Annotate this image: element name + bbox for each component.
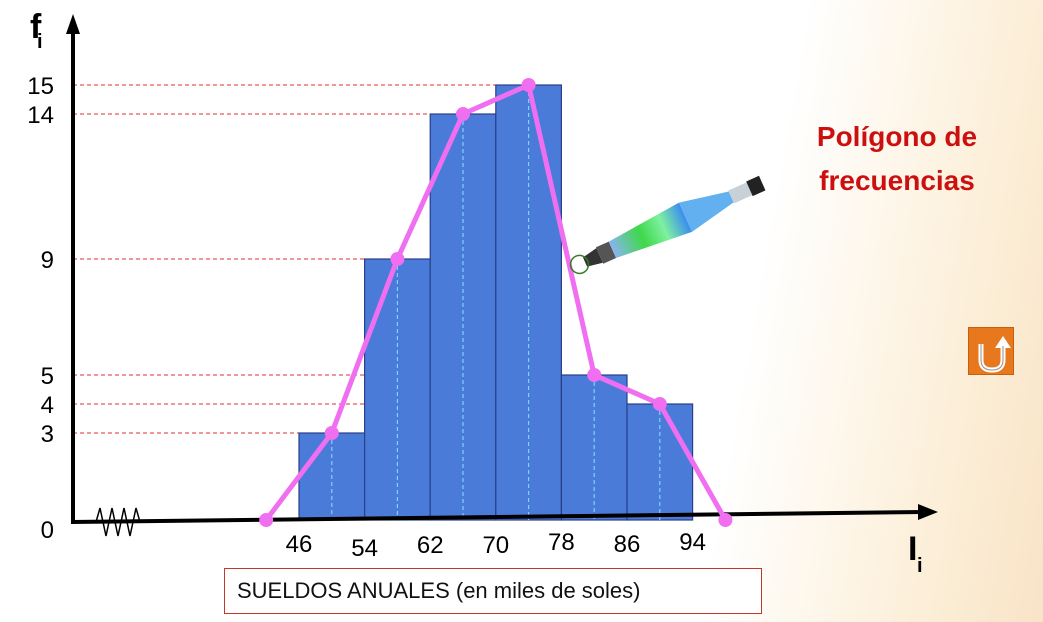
return-button[interactable] [968, 327, 1014, 375]
y-axis-arrow [66, 14, 80, 34]
x-tick-label: 70 [482, 532, 509, 559]
x-tick-label: 62 [417, 532, 444, 559]
class-mark-guides [331, 85, 661, 520]
y-tick-label: 0 [41, 517, 54, 544]
x-tick-label: 46 [286, 531, 313, 558]
polygon-point [652, 397, 667, 411]
x-axis-label-sub: i [917, 555, 923, 577]
y-axis-label: f [30, 8, 42, 46]
y-tick-label: 9 [41, 247, 54, 274]
x-tick-label: 54 [351, 535, 378, 562]
y-tick-label: 15 [27, 73, 54, 100]
polygon-line [264, 82, 728, 522]
histogram-bar [364, 258, 431, 521]
x-tick-label: 94 [679, 529, 706, 556]
frequency-polygon [259, 78, 733, 527]
x-axis [70, 510, 923, 524]
axis-break-icon [90, 507, 148, 537]
polygon-point [324, 426, 339, 440]
y-axis-label-sub: i [37, 31, 43, 53]
annotation-line-2: frecuencias [819, 165, 975, 196]
y-tick-label: 14 [27, 102, 54, 129]
axes [66, 14, 938, 537]
y-tick-label: 5 [41, 363, 54, 390]
caption-text: SUELDOS ANUALES (en miles de soles) [237, 578, 641, 603]
pointer-pen-icon [569, 175, 766, 275]
x-axis-label: I [908, 530, 917, 568]
x-axis-arrow [918, 504, 938, 520]
polygon-point [259, 513, 274, 527]
annotation-line-1: Polígono de [817, 121, 977, 152]
histogram-bars [298, 84, 694, 521]
polygon-point [456, 107, 470, 121]
polygon-point [521, 78, 536, 92]
u-turn-return-icon [978, 336, 1011, 373]
polygon-point [390, 252, 405, 266]
polygon-point [587, 368, 602, 382]
x-tick-label: 86 [614, 531, 641, 558]
y-tick-label: 4 [41, 392, 54, 419]
polygon-point [718, 513, 733, 527]
x-tick-label: 78 [548, 529, 575, 556]
y-tick-label: 3 [41, 421, 54, 448]
x-tick-labels: 46 54 62 70 78 86 94 [286, 529, 706, 562]
caption-box: SUELDOS ANUALES (en miles de soles) [224, 568, 762, 614]
